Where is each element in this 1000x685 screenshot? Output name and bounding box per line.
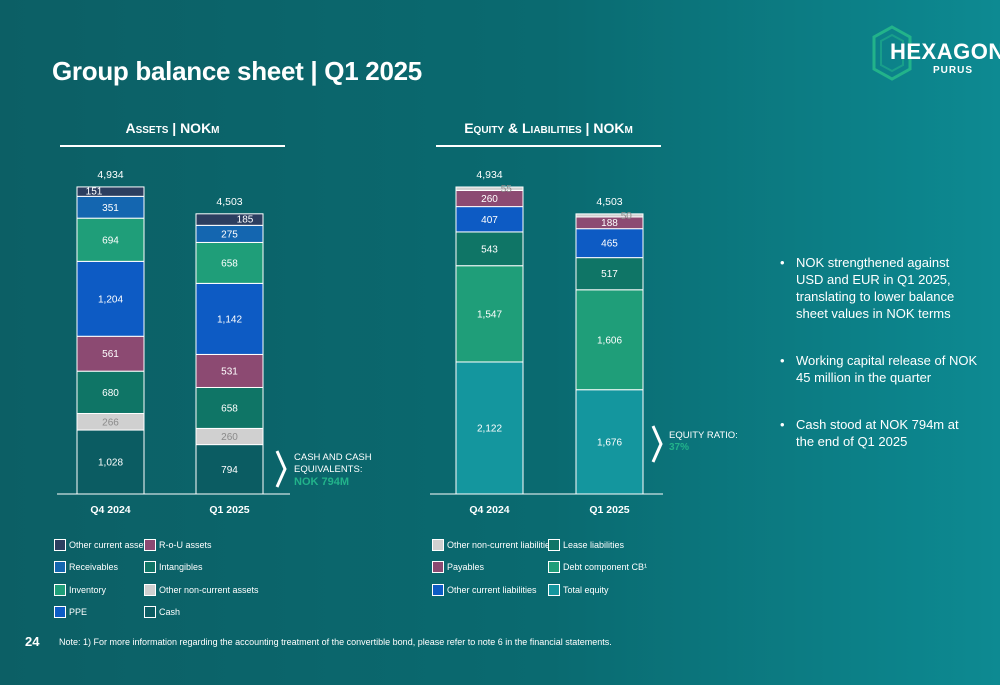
- bar-segment: [455, 361, 524, 495]
- category-label: Q1 2025: [209, 504, 249, 516]
- bar-segment: [195, 241, 264, 284]
- page-title: Group balance sheet | Q1 2025: [52, 56, 422, 86]
- data-label: 561: [102, 349, 119, 360]
- data-label: 658: [221, 258, 238, 269]
- bullet-item: Cash stood at NOK 794m at the end of Q1 …: [780, 416, 980, 450]
- data-label: 543: [481, 244, 498, 255]
- data-label: 266: [102, 417, 119, 428]
- total-label: 4,934: [476, 169, 502, 181]
- chevron-right-icon: [275, 450, 287, 488]
- data-label: 55: [501, 184, 513, 195]
- data-label: 794: [221, 465, 238, 476]
- data-label: 680: [102, 388, 119, 399]
- data-label: 185: [237, 215, 254, 226]
- bar-segment: [575, 257, 644, 291]
- bar-segment: [195, 213, 264, 226]
- cash-callout-label: CASH AND CASH EQUIVALENTS:: [294, 452, 372, 475]
- equity-ratio-label: EQUITY RATIO:: [669, 430, 738, 441]
- assets-panel-title: Assets | NOKm: [125, 120, 220, 136]
- data-label: 1,204: [98, 294, 123, 305]
- data-label: 275: [221, 229, 238, 240]
- bar-segment: [76, 370, 145, 414]
- liabilities-panel-title: Equity & Liabilities | NOKm: [464, 120, 633, 136]
- total-label: 4,503: [216, 196, 242, 208]
- data-label: 465: [601, 239, 618, 250]
- bar-segment: [455, 186, 524, 191]
- bar-segment: [575, 389, 644, 495]
- data-label: 1,028: [98, 458, 123, 469]
- bar-segment: [195, 282, 264, 355]
- data-label: 658: [221, 403, 238, 414]
- footnote: Note: 1) For more information regarding …: [59, 637, 612, 647]
- data-label: 1,676: [597, 437, 622, 448]
- data-label: 50: [621, 211, 633, 222]
- commentary-bullets: NOK strengthened against USD and EUR in …: [780, 254, 980, 480]
- bar-segment: [76, 217, 145, 262]
- bar-segment: [575, 213, 644, 218]
- page-number: 24: [25, 634, 40, 649]
- logo-wordmark: HEXAGON: [890, 39, 1000, 64]
- total-label: 4,503: [596, 196, 622, 208]
- data-label: 1,606: [597, 335, 622, 346]
- assets-title-rule: [60, 145, 285, 147]
- logo-subtitle: PURUS: [933, 65, 974, 76]
- data-label: 517: [601, 269, 618, 280]
- data-label: 188: [601, 218, 618, 229]
- bullet-item: NOK strengthened against USD and EUR in …: [780, 254, 980, 322]
- cash-callout: CASH AND CASH EQUIVALENTS: NOK 794m: [294, 452, 384, 489]
- equity-ratio-callout: EQUITY RATIO: 37%: [669, 430, 739, 454]
- bar-segment: [195, 386, 264, 429]
- data-label: 1,142: [217, 314, 242, 325]
- category-label: Q4 2024: [90, 504, 130, 516]
- bar-segment: [455, 231, 524, 267]
- data-label: 694: [102, 235, 119, 246]
- data-label: 531: [221, 366, 238, 377]
- cash-callout-value: NOK 794m: [294, 476, 350, 488]
- liabilities-title-rule: [436, 145, 661, 147]
- bar-segment: [455, 265, 524, 363]
- category-label: Q1 2025: [589, 504, 629, 516]
- data-label: 151: [86, 187, 103, 198]
- data-label: 260: [481, 194, 498, 205]
- total-label: 4,934: [97, 169, 123, 181]
- category-label: Q4 2024: [469, 504, 509, 516]
- data-label: 1,547: [477, 309, 502, 320]
- data-label: 260: [221, 432, 238, 443]
- bullet-item: Working capital release of NOK 45 millio…: [780, 352, 980, 386]
- hexagon-icon: [872, 25, 912, 81]
- data-label: 407: [481, 215, 498, 226]
- bar-segment: [76, 186, 145, 197]
- bar-segment: [455, 206, 524, 233]
- hexagon-purus-logo: HEXAGON PURUS: [872, 25, 1000, 81]
- bar-segment: [575, 289, 644, 391]
- data-label: 351: [102, 203, 119, 214]
- bar-segment: [195, 444, 264, 495]
- equity-ratio-value: 37%: [669, 442, 690, 453]
- data-label: 2,122: [477, 423, 502, 434]
- chevron-right-icon: [651, 425, 663, 463]
- bar-segment: [76, 429, 145, 495]
